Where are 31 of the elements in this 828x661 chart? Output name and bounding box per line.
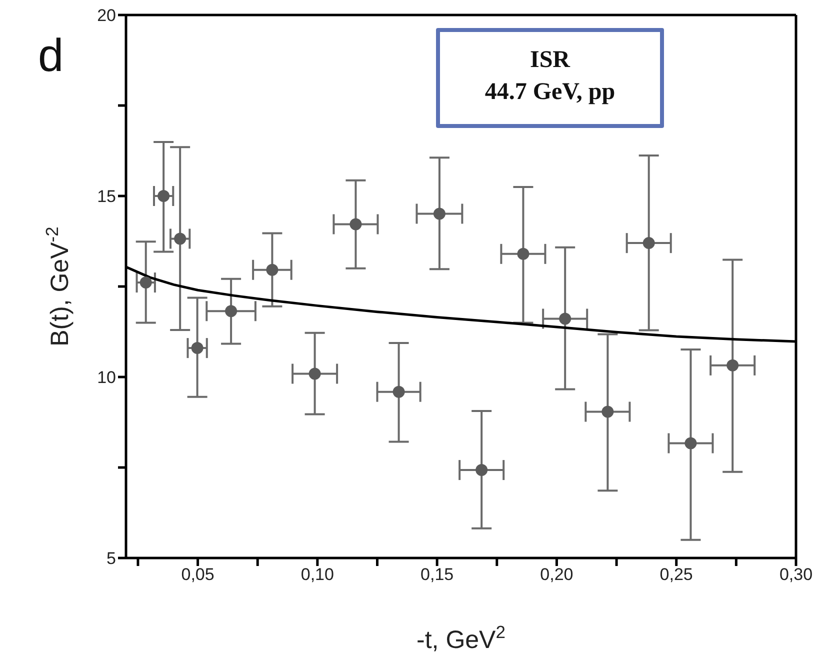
point <box>308 368 321 380</box>
x-tick-label: 0,20 <box>540 565 574 584</box>
y-tick-label: 20 <box>97 6 116 26</box>
point <box>642 237 655 250</box>
x-axis-title: -t, GeV$^{2}$ <box>416 622 506 654</box>
y-tick-label: 5 <box>106 549 116 568</box>
point <box>392 386 405 398</box>
x-tick-label: 0,15 <box>420 565 454 584</box>
point <box>726 359 739 372</box>
point <box>517 248 530 260</box>
point <box>225 305 238 318</box>
y-tick-label: 15 <box>97 187 116 206</box>
point <box>140 276 152 289</box>
point <box>559 312 572 325</box>
point <box>191 342 204 354</box>
x-tick-label: 0,30 <box>779 565 813 584</box>
point <box>266 264 278 276</box>
x-tick-label: 0,25 <box>660 565 693 584</box>
y-tick-label: 10 <box>97 368 116 388</box>
annotation: 44.7 GeV, pp <box>484 78 616 107</box>
x-tick-label: 0,10 <box>300 565 334 584</box>
point <box>433 208 446 220</box>
point <box>350 218 362 230</box>
annotation: ISR <box>528 46 572 75</box>
point <box>158 190 170 202</box>
point <box>174 232 186 245</box>
x-tick-label: 0,05 <box>181 565 214 584</box>
text: d <box>38 28 64 82</box>
point <box>684 437 697 450</box>
point <box>602 406 614 418</box>
point <box>476 464 488 476</box>
